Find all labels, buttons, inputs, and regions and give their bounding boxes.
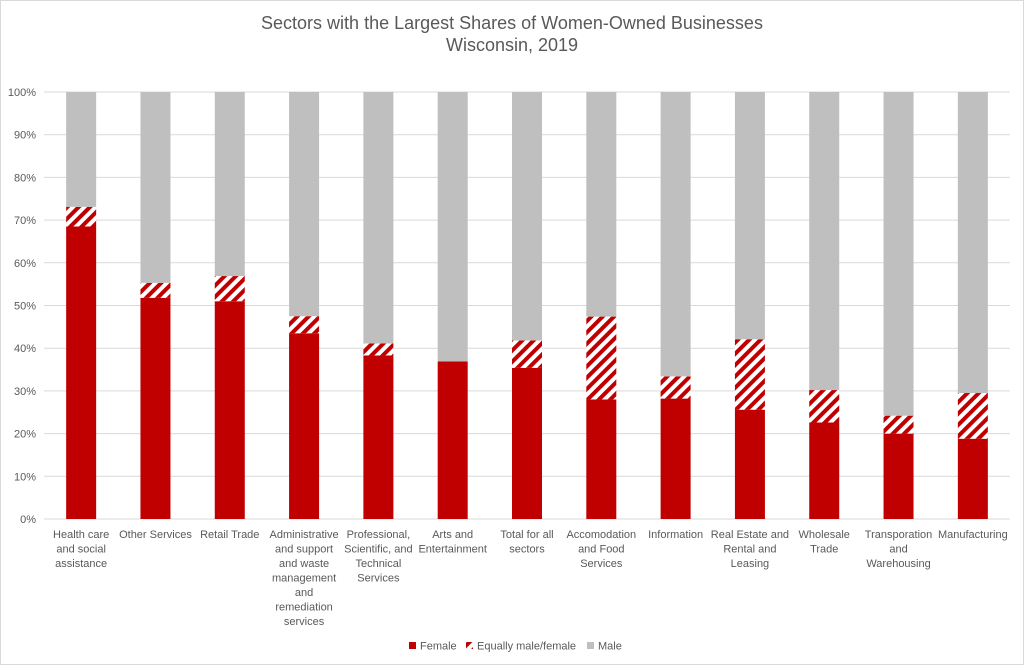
bar-segment-male [809,92,840,391]
y-tick-label: 50% [14,301,36,313]
bar-segment-equal [734,339,765,410]
bar-segment-equal [512,340,542,368]
bar-segment-female [512,367,542,519]
category-label: Arts and Entertainment [418,529,486,556]
bar-segment-equal [809,390,840,423]
bar-segment-male [214,92,245,277]
y-tick-label: 40% [14,343,36,355]
bar-segment-female [586,399,617,519]
legend-swatch-equal [466,642,473,649]
bar-segment-equal [214,276,245,302]
bar-segment-male [66,92,97,207]
bar-segment-female [883,433,914,519]
legend-swatch-female [409,642,416,649]
bar-segment-equal [289,316,320,334]
y-tick-label: 0% [20,514,36,526]
bar-segment-female [809,422,840,519]
bar-segment-male [883,92,914,416]
bar-segment-female [214,301,245,519]
category-label: Manufacturing [938,529,1008,541]
y-tick-label: 90% [14,130,36,142]
y-axis-ticks: 0% 10% 20% 30% 40% 50% 60% 70% 80% 90% 100% [8,87,36,526]
bar-segment-female [734,409,765,519]
bar-segment-female [289,333,320,519]
chart-title: Sectors with the Largest Shares of Women… [261,13,763,33]
bar-segment-equal [883,415,914,434]
bar-segment-equal [66,206,97,227]
y-tick-label: 80% [14,172,36,184]
legend: Female Equally male/female Male [409,641,622,653]
category-label: Administrative and support and waste manage… [270,529,339,628]
x-axis-labels: Health care and social assistance Other Ser… [53,529,1008,628]
legend-label: Equally male/female [477,641,576,653]
bar-segment-male [734,92,765,340]
category-label: Information [648,529,703,541]
y-tick-label: 20% [14,429,36,441]
bar-segment-female [363,355,394,519]
bar-segment-equal [363,343,394,356]
bar-segment-male [586,92,617,317]
bar-segment-male [437,92,468,362]
category-label: Wholesale Trade [799,529,850,556]
y-tick-label: 10% [14,471,36,483]
category-label: Professional, Scientific, and Technical Ser… [344,529,412,585]
category-label: Other Services [119,529,192,541]
y-tick-label: 100% [8,87,36,99]
bar-segment-male [957,92,988,394]
bar-segment-equal [660,376,691,399]
bar-segment-equal [586,316,617,400]
bar-segment-equal [957,393,988,439]
bar-segment-female [66,226,97,519]
legend-label: Male [598,641,622,653]
y-tick-label: 30% [14,386,36,398]
bar-segment-female [140,297,171,519]
category-label: Retail Trade [200,529,259,541]
legend-label: Female [420,641,457,653]
y-tick-label: 70% [14,215,36,227]
bar-segment-female [437,361,468,519]
bar-segment-male [289,92,320,317]
bar-segment-female [660,398,691,519]
y-tick-label: 60% [14,258,36,270]
bar-segment-male [512,92,542,341]
chart-subtitle: Wisconsin, 2019 [446,35,578,55]
category-label: Health care and social assistance [53,529,109,570]
bar-segment-male [140,92,171,283]
category-label: Accomodation and Food Services [566,529,636,570]
category-label: Total for all sectors [500,529,553,556]
legend-swatch-male [587,642,594,649]
bar-segment-female [957,438,988,519]
bar-segment-male [660,92,691,377]
bar-segment-male [363,92,394,344]
category-label: Transporation and Warehousing [865,529,932,570]
category-label: Real Estate and Rental and Leasing [711,529,789,570]
bar-segment-equal [140,282,171,298]
bars [66,92,988,519]
